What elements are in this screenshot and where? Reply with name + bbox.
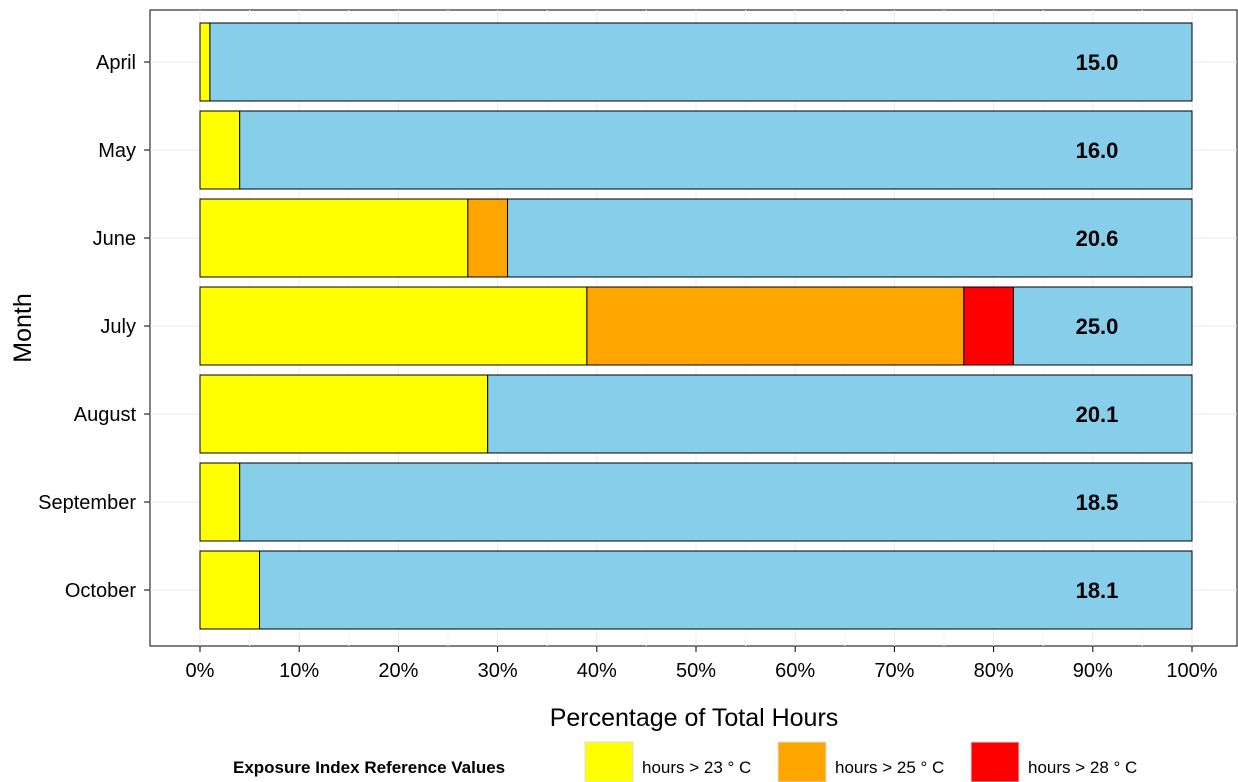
y-tick-label: August <box>74 404 137 426</box>
legend-label: hours > 23 ° C <box>642 758 751 777</box>
x-tick-label: 60% <box>775 660 815 682</box>
legend-key <box>970 741 1020 782</box>
bar-value-label: 16.0 <box>1076 138 1119 163</box>
x-tick-label: 30% <box>478 660 518 682</box>
bar-segment-september-0 <box>199 462 241 542</box>
bar-value-label: 25.0 <box>1076 314 1119 339</box>
bar-segment-may-3 <box>239 110 1193 190</box>
x-axis: 0% 10% 20% 30% 40% 50% 60% 70% 80% 90% 100% <box>186 646 1218 682</box>
bar-segment-october-3 <box>259 550 1193 630</box>
bar-segment-september-3 <box>239 462 1193 542</box>
bars <box>199 22 1193 630</box>
y-tick-label: September <box>38 492 136 514</box>
bar-value-label: 20.6 <box>1076 226 1119 251</box>
legend-key <box>584 741 634 782</box>
bar-segment-july-1 <box>586 286 965 366</box>
bar-value-label: 20.1 <box>1076 402 1119 427</box>
y-tick-label: June <box>93 228 136 250</box>
bar-segment-july-2 <box>963 286 1014 366</box>
y-tick-label: July <box>100 316 136 338</box>
bar-segment-april-0 <box>199 22 211 102</box>
y-tick-label: May <box>98 140 136 162</box>
bar-value-label: 18.5 <box>1076 490 1119 515</box>
legend-key <box>777 741 827 782</box>
x-tick-label: 40% <box>577 660 617 682</box>
bar-value-labels: 15.0 16.0 20.6 25.0 20.1 18.5 18.1 <box>1076 50 1119 603</box>
bar-segment-june-0 <box>199 198 469 278</box>
x-tick-label: 10% <box>279 660 319 682</box>
x-tick-label: 20% <box>378 660 418 682</box>
y-axis: April May June July August September October <box>38 52 150 602</box>
legend-label: hours > 25 ° C <box>835 758 944 777</box>
legend-label: hours > 28 ° C <box>1028 758 1137 777</box>
y-tick-label: October <box>65 580 136 602</box>
legend-title: Exposure Index Reference Values <box>233 758 505 777</box>
bar-segment-august-0 <box>199 374 489 454</box>
bar-segment-july-0 <box>199 286 588 366</box>
x-tick-label: 100% <box>1166 660 1217 682</box>
y-tick-label: April <box>96 52 136 74</box>
x-tick-label: 70% <box>874 660 914 682</box>
bar-segment-october-0 <box>199 550 261 630</box>
y-axis-title: Month <box>9 293 37 362</box>
x-tick-label: 90% <box>1073 660 1113 682</box>
bar-segment-july-3 <box>1012 286 1193 366</box>
bar-segment-may-0 <box>199 110 241 190</box>
x-tick-label: 50% <box>676 660 716 682</box>
x-tick-label: 80% <box>974 660 1014 682</box>
bar-value-label: 18.1 <box>1076 578 1119 603</box>
bar-segment-june-1 <box>467 198 509 278</box>
x-tick-label: 0% <box>186 660 215 682</box>
bar-segment-june-3 <box>507 198 1193 278</box>
bar-value-label: 15.0 <box>1076 50 1119 75</box>
x-axis-title: Percentage of Total Hours <box>550 704 839 732</box>
bar-segment-august-3 <box>487 374 1193 454</box>
bar-segment-april-3 <box>209 22 1193 102</box>
legend: Exposure Index Reference Values hours > … <box>233 741 1137 782</box>
